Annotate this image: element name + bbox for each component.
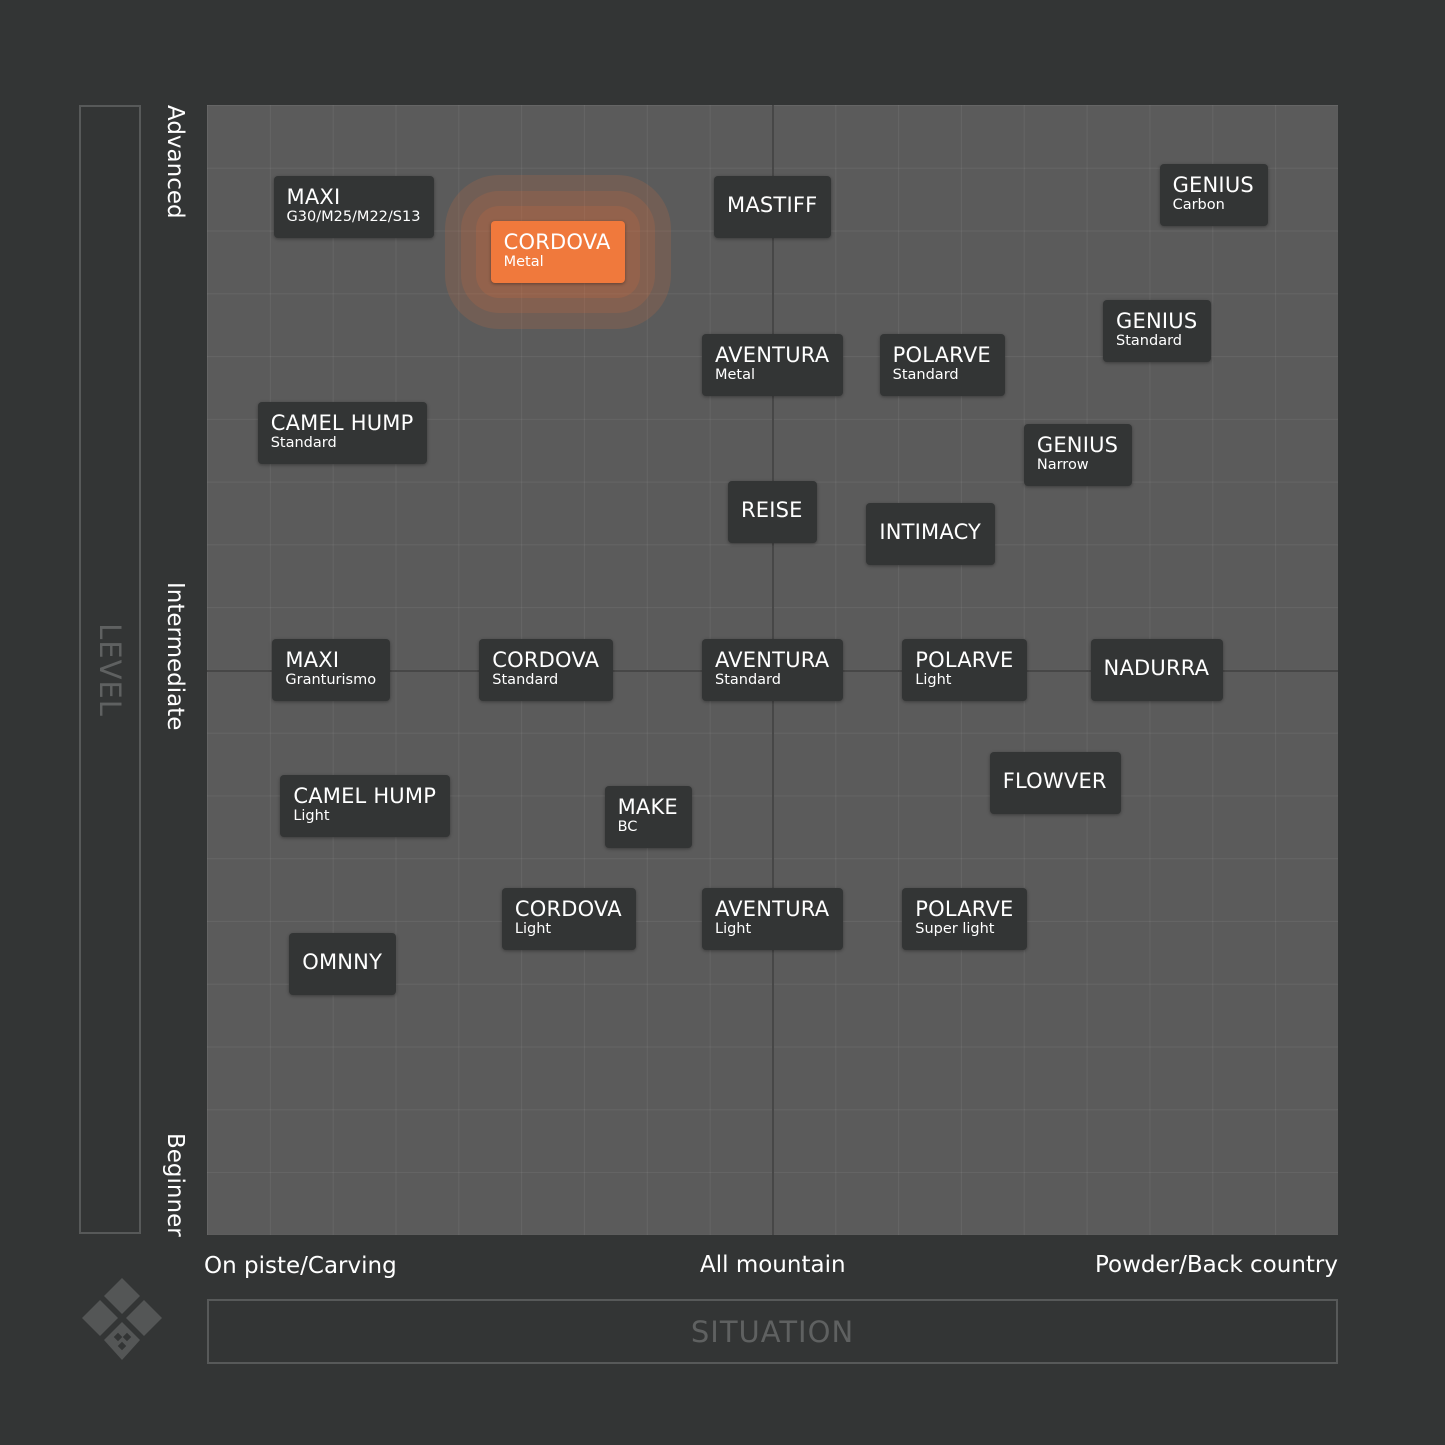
product-card-cordova-light[interactable]: CORDOVA Light [501, 887, 636, 950]
product-name: CORDOVA [514, 896, 622, 921]
product-name: OMNNY [302, 949, 383, 974]
product-variant: Light [293, 807, 330, 824]
product-card-cordova-metal[interactable]: CORDOVA Metal [490, 220, 625, 283]
x-tick-on-piste: On piste/Carving [204, 1253, 397, 1279]
product-name: POLARVE [892, 342, 991, 367]
product-variant: Light [514, 920, 552, 937]
product-card-cordova-standard[interactable]: CORDOVA Standard [479, 639, 614, 701]
y-tick-advanced: Advanced [162, 105, 188, 219]
product-variant: Light [915, 672, 952, 688]
product-name: AVENTURA [715, 342, 830, 367]
product-variant: Granturismo [285, 672, 377, 688]
x-tick-all-mountain: All mountain [700, 1252, 846, 1278]
product-card-flowver[interactable]: FLOWVER [989, 752, 1121, 814]
level-axis-title: LEVEL [93, 622, 127, 717]
y-tick-beginner: Beginner [162, 1133, 188, 1237]
positioning-chart: MAXI G30/M25/M22/S13 CORDOVA Metal MASTIFF GE… [207, 105, 1338, 1235]
product-card-genius-narrow[interactable]: GENIUS Narrow [1023, 424, 1133, 487]
product-name: CAMEL HUMP [293, 783, 437, 808]
product-card-camel-hump-light[interactable]: CAMEL HUMP Light [280, 774, 451, 837]
product-card-maxi-granturismo[interactable]: MAXI Granturismo [272, 639, 391, 701]
product-card-mastiff[interactable]: MASTIFF [714, 175, 832, 238]
y-tick-intermediate: Intermediate [162, 582, 188, 731]
product-card-camel-hump-standard[interactable]: CAMEL HUMP Standard [257, 401, 428, 464]
product-name: CORDOVA [503, 229, 611, 254]
product-name: FLOWVER [1002, 769, 1107, 793]
product-card-aventura-standard[interactable]: AVENTURA Standard [702, 639, 844, 701]
product-card-maxi-g30-m25-m22-s13[interactable]: MAXI G30/M25/M22/S13 [273, 175, 435, 238]
product-variant: Standard [492, 672, 559, 688]
product-name: POLARVE [915, 896, 1014, 921]
product-card-polarve-light[interactable]: POLARVE Light [902, 639, 1028, 701]
product-name: REISE [741, 497, 803, 522]
product-name: AVENTURA [715, 896, 830, 921]
product-variant: Metal [503, 253, 544, 270]
product-card-omnny[interactable]: OMNNY [289, 932, 397, 995]
situation-axis-box: SITUATION [207, 1299, 1338, 1364]
product-name: POLARVE [915, 648, 1014, 672]
product-card-aventura-light[interactable]: AVENTURA Light [702, 887, 844, 950]
product-variant: Standard [715, 672, 781, 688]
product-variant: Standard [892, 366, 959, 383]
product-card-genius-standard[interactable]: GENIUS Standard [1103, 300, 1212, 362]
diamond-logo-icon [78, 1276, 166, 1370]
product-variant: Light [715, 920, 752, 937]
product-card-genius-carbon[interactable]: GENIUS Carbon [1159, 164, 1268, 227]
product-variant: Standard [1116, 333, 1182, 349]
product-card-nadurra[interactable]: NADURRA [1090, 639, 1224, 701]
product-variant: Narrow [1036, 457, 1089, 474]
product-variant: BC [617, 818, 638, 835]
product-card-intimacy[interactable]: INTIMACY [866, 503, 996, 566]
product-name: MAXI [285, 648, 340, 672]
product-variant: Standard [270, 434, 337, 451]
product-card-polarve-standard[interactable]: POLARVE Standard [879, 333, 1005, 396]
product-name: INTIMACY [879, 520, 982, 545]
product-name: AVENTURA [715, 648, 830, 672]
product-name: MAXI [286, 184, 341, 209]
product-name: NADURRA [1103, 656, 1210, 680]
product-name: GENIUS [1172, 173, 1254, 198]
product-card-reise[interactable]: REISE [728, 480, 817, 543]
product-name: MASTIFF [727, 192, 818, 217]
product-variant: G30/M25/M22/S13 [286, 208, 421, 225]
level-axis-box: LEVEL [79, 105, 141, 1234]
product-name: CORDOVA [492, 648, 600, 672]
x-tick-powder: Powder/Back country [1095, 1252, 1338, 1278]
product-name: GENIUS [1116, 309, 1198, 333]
product-card-polarve-super-light[interactable]: POLARVE Super light [902, 887, 1028, 950]
product-variant: Metal [715, 366, 756, 383]
product-card-make-bc[interactable]: MAKE BC [604, 785, 692, 848]
situation-axis-title: SITUATION [690, 1314, 855, 1349]
product-name: GENIUS [1036, 433, 1119, 458]
product-name: CAMEL HUMP [270, 410, 414, 435]
product-variant: Super light [915, 920, 995, 937]
product-card-aventura-metal[interactable]: AVENTURA Metal [702, 333, 844, 396]
product-name: MAKE [617, 794, 678, 819]
product-variant: Carbon [1172, 197, 1225, 214]
